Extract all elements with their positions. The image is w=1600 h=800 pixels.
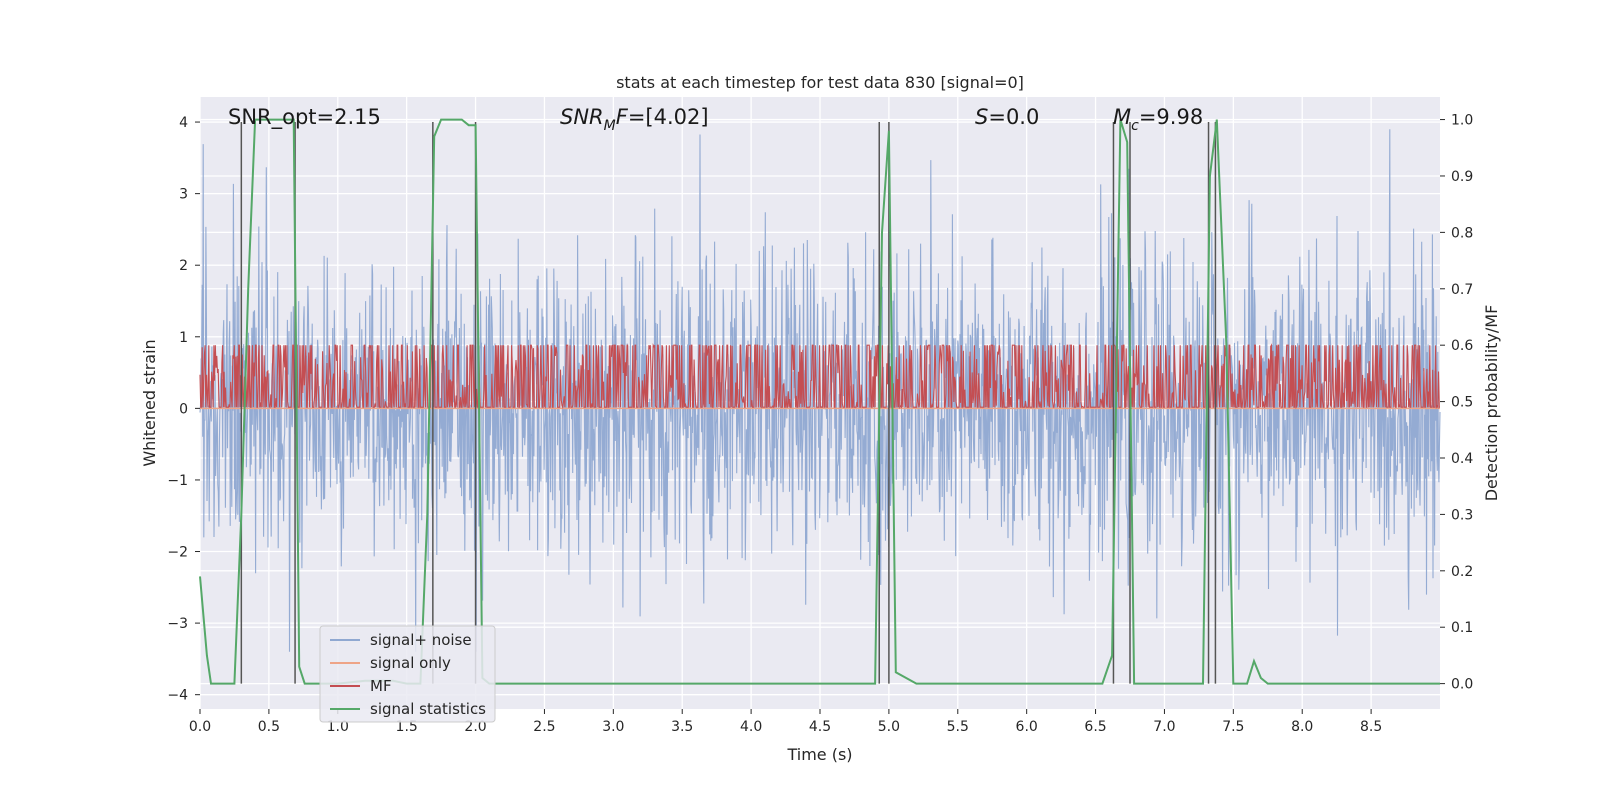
x-tick-label: 1.5	[396, 719, 418, 735]
legend-label: signal+ noise	[370, 631, 472, 649]
annotation-s: S=0.0	[975, 105, 1039, 129]
y2-tick-label: 0.1	[1451, 620, 1473, 636]
y2-tick-label: 0.2	[1451, 564, 1473, 580]
x-tick-label: 3.0	[602, 719, 624, 735]
s-value: =0.0	[988, 105, 1039, 129]
x-tick-label: 6.5	[1084, 719, 1106, 735]
y2-tick-label: 0.6	[1451, 338, 1473, 354]
y2-tick-label: 0.4	[1451, 451, 1473, 467]
x-tick-label: 0.0	[189, 719, 211, 735]
y-tick-label: 1	[179, 330, 188, 346]
tick-labels: 0.0 0.5 1.0 1.5 2.0 2.5 3.0 3.5 4.0 4.5 5.0 5.5 6.0 6…	[167, 113, 1473, 735]
x-tick-label: 6.0	[1016, 719, 1038, 735]
y-tick-label: −3	[167, 616, 188, 632]
annotation-snr-opt: SNR_opt=2.15	[228, 105, 381, 130]
y-tick-label: 3	[179, 187, 188, 203]
legend-label: signal only	[370, 654, 451, 672]
y-tick-label: 2	[179, 258, 188, 274]
x-tick-label: 8.0	[1291, 719, 1313, 735]
y-tick-label: −1	[167, 473, 188, 489]
y2-tick-label: 0.5	[1451, 395, 1473, 411]
y2-axis-label: Detection probability/MF	[1482, 305, 1501, 502]
s-symbol: S	[975, 105, 988, 129]
mc-subscript: c	[1131, 118, 1139, 134]
x-tick-label: 5.0	[878, 719, 900, 735]
series-signal-noise-line	[199, 129, 1441, 652]
series-signal-statistics-line	[199, 118, 1440, 685]
x-axis-label: Time (s)	[786, 745, 852, 764]
x-tick-label: 7.5	[1222, 719, 1244, 735]
y2-tick-label: 0.9	[1451, 169, 1473, 185]
x-tick-label: 4.5	[809, 719, 831, 735]
annotation-snr-mf: SNRMF=[4.02]	[560, 105, 709, 134]
x-tick-label: 0.5	[258, 719, 280, 735]
snr-mf-symbol: SNR	[560, 105, 604, 129]
x-tick-label: 1.0	[327, 719, 349, 735]
y-tick-label: 4	[179, 115, 188, 131]
x-tick-label: 8.5	[1360, 719, 1382, 735]
y-tick-label: 0	[179, 401, 188, 417]
annotation-mc: Mc=9.98	[1113, 105, 1203, 134]
x-tick-label: 4.0	[740, 719, 762, 735]
snr-mf-subscript: M	[604, 118, 616, 134]
y2-tick-label: 0.3	[1451, 507, 1473, 523]
legend-label: signal statistics	[370, 700, 486, 718]
x-tick-label: 3.5	[671, 719, 693, 735]
legend: signal+ noise signal only MF signal statist…	[319, 625, 496, 723]
snr-mf-suffix: F	[616, 105, 629, 129]
x-tick-label: 2.0	[464, 719, 486, 735]
snr-mf-value: =[4.02]	[628, 105, 709, 129]
y2-tick-label: 0.7	[1451, 282, 1473, 298]
y2-tick-label: 0.0	[1451, 677, 1473, 693]
y2-tick-label: 1.0	[1451, 113, 1473, 129]
x-tick-label: 7.0	[1153, 719, 1175, 735]
y-tick-label: −4	[167, 688, 188, 704]
y2-tick-label: 0.8	[1451, 225, 1473, 241]
chart-title: stats at each timestep for test data 830…	[616, 73, 1024, 92]
legend-label: MF	[370, 677, 392, 695]
x-tick-label: 2.5	[533, 719, 555, 735]
x-tick-label: 5.5	[947, 719, 969, 735]
y-axis-label: Whitened strain	[140, 339, 159, 466]
legend-box	[319, 625, 496, 723]
series-mf-line	[199, 343, 1440, 410]
mc-value: =9.98	[1139, 105, 1203, 129]
mc-symbol: M	[1113, 105, 1131, 129]
y-tick-label: −2	[167, 545, 188, 561]
series-layer	[199, 118, 1441, 685]
